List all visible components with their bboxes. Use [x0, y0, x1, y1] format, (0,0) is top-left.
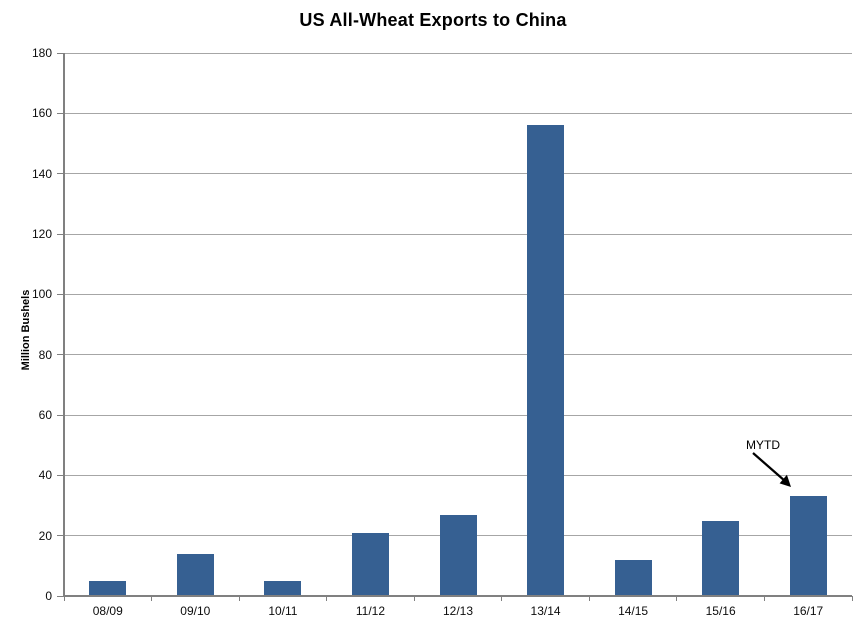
- x-axis-tick-1: [151, 596, 153, 601]
- y-axis-line: [63, 53, 65, 596]
- y-axis-tick-140: [57, 173, 63, 175]
- y-tick-label-40: 40: [38, 468, 52, 483]
- bar-16/17: [789, 496, 827, 596]
- x-tick-label-10/11: 10/11: [268, 604, 298, 618]
- x-axis-tick-3: [326, 596, 328, 601]
- x-axis-tick-2: [238, 596, 240, 601]
- x-tick-label-12/13: 12/13: [442, 604, 473, 618]
- mytd-annotation-label: MYTD: [746, 438, 780, 452]
- y-tick-label-180: 180: [31, 46, 52, 60]
- y-axis-tick-40: [57, 474, 63, 476]
- x-axis-line: [63, 595, 852, 597]
- bar-08/09: [89, 580, 127, 596]
- x-tick-label-14/15: 14/15: [618, 604, 649, 618]
- chart-title: US All-Wheat Exports to China: [299, 10, 567, 30]
- y-axis-tick-20: [57, 535, 63, 537]
- mytd-arrow-icon: [752, 452, 791, 487]
- y-tick-label-140: 140: [31, 166, 52, 181]
- y-axis-tick-60: [57, 414, 63, 416]
- x-tick-label-08/09: 08/09: [92, 604, 123, 618]
- gridline-160: [64, 112, 852, 114]
- x-axis-tick-5: [501, 596, 503, 601]
- gridline-180: [64, 52, 852, 54]
- gridline-140: [64, 173, 852, 175]
- x-axis-tick-9: [851, 596, 853, 601]
- x-axis-tick-8: [763, 596, 765, 601]
- gridline-100: [64, 293, 852, 295]
- x-axis-tick-7: [676, 596, 678, 601]
- bar-11/12: [351, 532, 389, 596]
- bar-13/14: [527, 125, 565, 596]
- y-axis-tick-120: [57, 233, 63, 235]
- x-tick-label-16/17: 16/17: [793, 604, 824, 618]
- gridline-80: [64, 354, 852, 356]
- y-axis-tick-180: [57, 52, 63, 54]
- y-tick-label-60: 60: [38, 408, 52, 422]
- y-axis-tick-160: [57, 112, 63, 114]
- x-axis-tick-0: [63, 596, 65, 601]
- y-tick-label-120: 120: [31, 227, 52, 241]
- bar-14/15: [614, 559, 652, 596]
- x-tick-label-09/10: 09/10: [180, 604, 211, 618]
- bar-09/10: [176, 553, 214, 596]
- y-tick-label-160: 160: [31, 106, 52, 121]
- x-tick-label-15/16: 15/16: [705, 604, 736, 618]
- x-axis-tick-6: [588, 596, 590, 601]
- x-tick-label-13/14: 13/14: [530, 604, 561, 618]
- gridline-60: [64, 414, 852, 416]
- gridline-40: [64, 474, 852, 476]
- y-tick-label-20: 20: [38, 528, 52, 543]
- bar-12/13: [439, 514, 477, 596]
- x-axis-tick-4: [413, 596, 415, 601]
- y-tick-label-100: 100: [31, 287, 52, 302]
- bar-15/16: [702, 520, 740, 596]
- x-tick-label-11/12: 11/12: [355, 604, 385, 618]
- y-axis-tick-0: [57, 595, 63, 597]
- bar-10/11: [264, 580, 302, 596]
- y-axis-tick-80: [57, 354, 63, 356]
- y-tick-label-80: 80: [38, 347, 52, 362]
- gridline-120: [64, 233, 852, 235]
- y-axis-tick-100: [57, 293, 63, 295]
- y-tick-label-0: 0: [45, 589, 52, 603]
